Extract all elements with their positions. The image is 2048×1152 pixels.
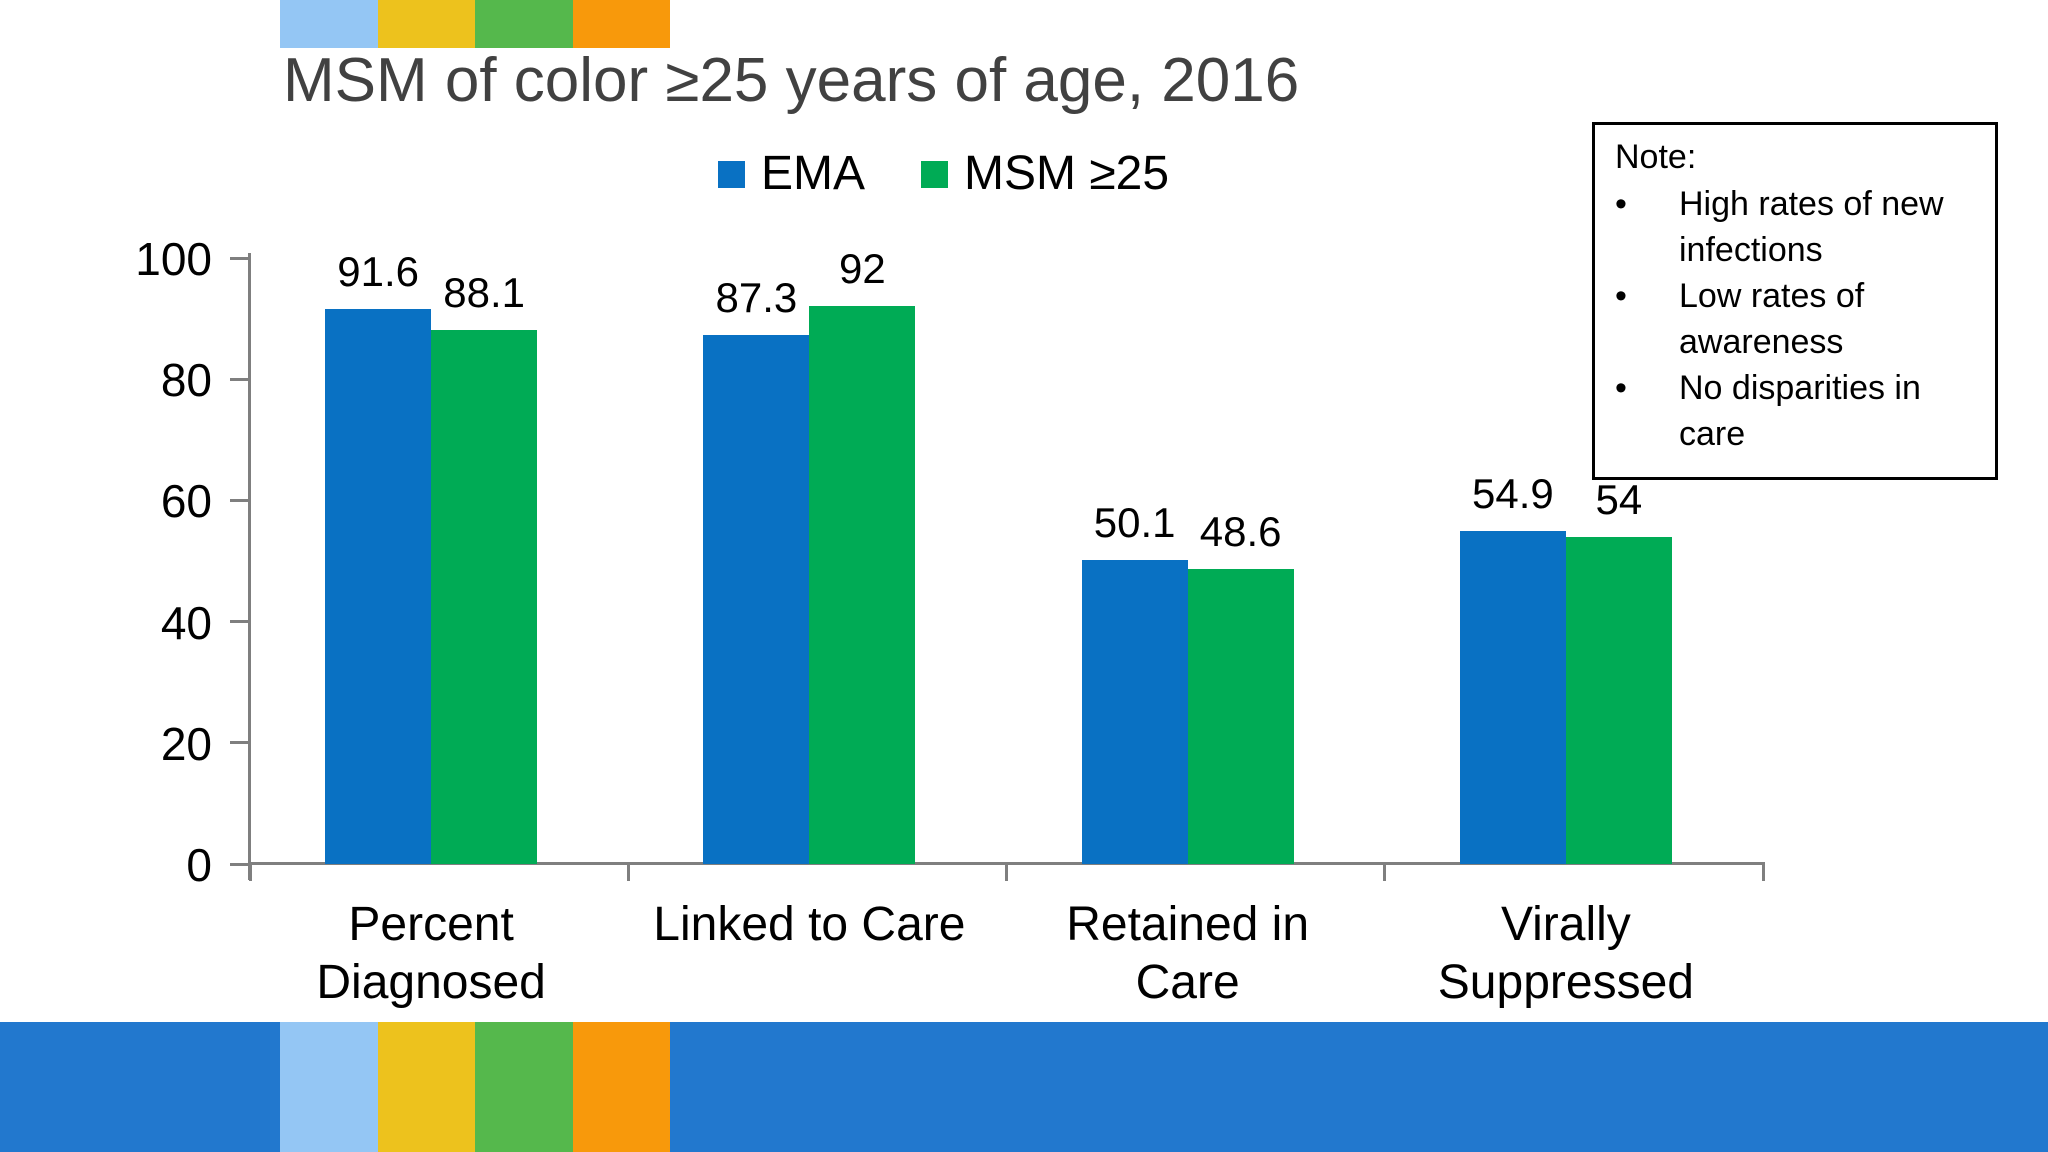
category-label-line: Diagnosed <box>316 956 546 1009</box>
note-bullet-item-2: • No disparities in care <box>1615 365 1989 457</box>
bullet-icon: • <box>1615 185 1627 223</box>
y-axis-tick-label: 60 <box>160 475 212 528</box>
x-axis-tick <box>1383 864 1387 881</box>
bullet-icon: • <box>1615 277 1627 315</box>
accent-square-3 <box>572 0 670 48</box>
y-axis-tick <box>230 377 250 381</box>
bar-value-label: 88.1 <box>443 269 525 317</box>
bar-msm-25-0 <box>431 330 538 864</box>
y-axis-tick-label: 80 <box>160 354 212 407</box>
y-axis-tick <box>230 741 250 745</box>
bar-ema-1 <box>703 334 810 864</box>
y-axis-tick <box>230 256 250 260</box>
y-axis-tick <box>230 862 250 866</box>
note-bullet-list: • High rates of new infections • Low rates … <box>1615 181 1989 457</box>
accent-square-0 <box>280 1022 378 1152</box>
bar-value-label: 54 <box>1595 475 1643 523</box>
x-axis-tick <box>626 864 630 881</box>
accent-square-0 <box>280 0 378 48</box>
bar-ema-3 <box>1459 531 1566 864</box>
y-axis-tick <box>230 620 250 624</box>
legend-item-0: EMA <box>718 150 865 198</box>
category-label-line: Virally <box>1500 898 1631 951</box>
chart-legend: EMA MSM ≥25 <box>718 150 1169 198</box>
accent-square-2 <box>475 0 573 48</box>
y-axis-tick-label: 20 <box>160 717 212 770</box>
note-bullet-item-0: • High rates of new infections <box>1615 181 1989 273</box>
category-label-line: Retained in <box>1066 898 1310 951</box>
accent-squares-top <box>280 0 670 48</box>
bar-value-label: 87.3 <box>715 273 798 321</box>
category-label-line: Care <box>1135 956 1240 1009</box>
bar-msm-25-3 <box>1565 536 1672 864</box>
category-label-3: Virally Suppressed <box>1377 896 1755 1012</box>
legend-swatch-icon <box>921 160 949 188</box>
y-axis-line <box>248 253 251 880</box>
accent-square-2 <box>475 1022 573 1152</box>
page-title: MSM of color ≥25 years of age, 2016 <box>283 46 1300 115</box>
category-label-line: Suppressed <box>1437 956 1694 1009</box>
x-axis-tick <box>248 864 252 881</box>
note-bullet-text: High rates of new infections <box>1679 185 1944 269</box>
bar-value-label: 50.1 <box>1093 499 1176 547</box>
category-label-0: Percent Diagnosed <box>242 896 620 1012</box>
legend-label: EMA <box>761 147 866 200</box>
category-label-1: Linked to Care <box>620 896 998 954</box>
y-axis-tick <box>230 498 250 502</box>
y-axis-tick-label: 40 <box>160 596 212 649</box>
footer-band <box>0 1022 2048 1152</box>
category-label-2: Retained in Care <box>999 896 1377 1012</box>
note-heading: Note: <box>1615 138 1697 176</box>
accent-square-3 <box>572 1022 670 1152</box>
legend-label: MSM ≥25 <box>964 147 1170 200</box>
accent-squares-footer <box>280 1022 670 1152</box>
bullet-icon: • <box>1615 369 1627 407</box>
bar-ema-2 <box>1081 560 1188 864</box>
bar-value-label: 92 <box>839 245 886 293</box>
x-axis-line <box>248 862 1765 865</box>
accent-square-1 <box>377 1022 475 1152</box>
note-box: Note: • High rates of new infections • Low … <box>1592 122 1998 480</box>
bar-value-label: 54.9 <box>1472 470 1554 518</box>
bar-msm-25-2 <box>1187 569 1294 864</box>
bar-value-label: 91.6 <box>337 247 419 295</box>
accent-square-1 <box>377 0 475 48</box>
bar-msm-25-1 <box>809 306 916 864</box>
category-label-line: Percent <box>348 898 514 951</box>
bar-value-label: 48.6 <box>1199 508 1282 556</box>
legend-swatch-icon <box>718 160 745 188</box>
y-axis-tick-label: 0 <box>186 839 212 891</box>
x-axis-tick <box>1761 864 1765 881</box>
note-bullet-text: No disparities in care <box>1679 369 1921 453</box>
bar-ema-0 <box>325 308 432 864</box>
category-label-line: Linked to Care <box>653 898 966 951</box>
x-axis-tick <box>1005 864 1008 881</box>
legend-item-1: MSM ≥25 <box>921 150 1169 198</box>
note-bullet-text: Low rates of awareness <box>1679 277 1865 361</box>
y-axis-tick-label: 100 <box>135 233 212 285</box>
note-bullet-item-1: • Low rates of awareness <box>1615 273 1989 365</box>
